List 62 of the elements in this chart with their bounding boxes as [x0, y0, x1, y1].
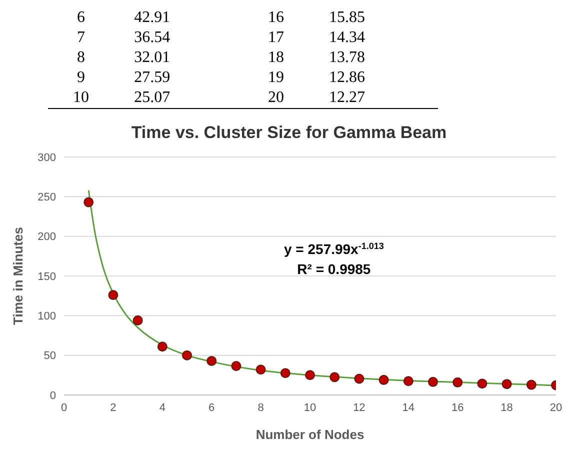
y-tick-label: 200	[38, 231, 56, 244]
text: 10	[72, 88, 90, 108]
x-tick-label: 10	[304, 402, 316, 414]
text: 27.59	[133, 68, 172, 88]
x-tick-label: 16	[451, 402, 464, 414]
point	[452, 377, 463, 388]
x-tick-label: 4	[159, 402, 166, 414]
text: 25.07	[133, 88, 172, 108]
text: 6	[76, 8, 86, 28]
text: 36.54	[133, 28, 172, 48]
text: 9	[76, 68, 86, 88]
point	[157, 342, 168, 352]
x-tick-label: 12	[353, 402, 366, 414]
point	[477, 378, 488, 389]
x-tick-label: 2	[110, 402, 116, 414]
text: 16	[267, 8, 286, 28]
x-tick-label: 14	[402, 402, 415, 414]
text: 19	[267, 68, 286, 88]
point	[305, 370, 315, 380]
text: 18	[267, 48, 286, 68]
y-tick-label: 50	[44, 350, 56, 362]
text: 13.78	[328, 48, 366, 68]
point	[526, 380, 536, 390]
y-tick-label: 300	[38, 152, 56, 164]
text: 42.91	[133, 8, 172, 28]
text: 7	[76, 28, 86, 48]
x-tick-label: 0	[60, 402, 68, 414]
x-axis-title: Number of Nodes	[256, 427, 364, 442]
point	[403, 376, 414, 386]
point	[378, 374, 389, 385]
point	[84, 197, 94, 208]
chart-title: Time vs. Cluster Size for Gamma Beam	[130, 123, 448, 144]
y-tick-label: 0	[50, 390, 56, 402]
point	[330, 372, 340, 382]
point	[502, 379, 512, 390]
point	[428, 376, 438, 387]
y-tick-label: 150	[38, 270, 56, 283]
annotation: y = 257.99x$^{-1.013}$	[284, 241, 384, 257]
y-axis-title: Time in Minutes	[10, 227, 26, 325]
point	[231, 361, 242, 372]
text: 20	[267, 88, 286, 108]
text: 15.85	[328, 8, 366, 28]
y-tick-label: 100	[38, 310, 56, 323]
text: 8	[76, 48, 86, 68]
text: 14.34	[328, 28, 366, 48]
text: 12.86	[328, 68, 366, 88]
x-tick-label: 18	[500, 402, 513, 414]
point	[132, 315, 143, 326]
x-tick-label: 8	[258, 402, 264, 414]
text: 12.27	[328, 88, 366, 108]
text: 17	[267, 28, 286, 48]
point	[182, 350, 192, 360]
text: 32.01	[133, 48, 172, 68]
point	[354, 374, 364, 384]
x-tick-label: 6	[208, 402, 215, 414]
point	[206, 356, 217, 366]
y-tick-label: 250	[38, 192, 56, 204]
point	[256, 364, 266, 375]
point	[108, 290, 118, 300]
annotation: R² = 0.9985	[297, 261, 371, 277]
point	[280, 368, 290, 378]
x-tick-label: 20	[550, 402, 562, 414]
